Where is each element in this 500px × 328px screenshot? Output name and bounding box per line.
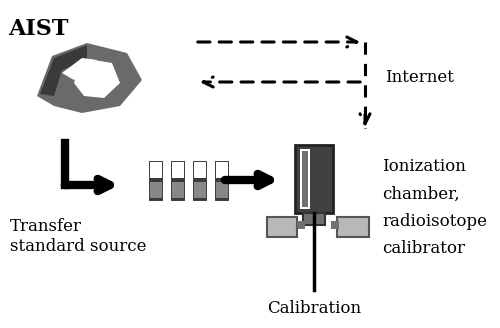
Bar — [170, 160, 186, 202]
Text: Transfer
standard source: Transfer standard source — [10, 218, 146, 255]
Bar — [216, 162, 228, 178]
Text: Ionization
chamber,
radioisotope
calibrator: Ionization chamber, radioisotope calibra… — [382, 158, 487, 257]
Bar — [172, 162, 184, 178]
Bar — [295, 145, 333, 213]
Polygon shape — [74, 58, 120, 98]
Text: Internet: Internet — [385, 70, 454, 87]
Bar — [150, 182, 162, 198]
Bar — [300, 149, 310, 209]
Bar — [148, 160, 164, 202]
Bar — [194, 162, 206, 178]
Polygon shape — [62, 58, 97, 80]
Bar — [331, 221, 339, 229]
Polygon shape — [37, 43, 142, 113]
Bar — [172, 182, 184, 198]
Bar — [303, 213, 325, 225]
Bar — [297, 221, 305, 229]
Bar — [214, 160, 230, 202]
Bar — [337, 217, 369, 237]
Bar — [267, 217, 297, 237]
Text: Calibration: Calibration — [267, 300, 361, 317]
Bar — [150, 162, 162, 178]
Polygon shape — [40, 45, 87, 96]
Bar — [194, 182, 206, 198]
Text: AIST: AIST — [8, 18, 68, 40]
Bar — [192, 160, 208, 202]
Bar — [216, 182, 228, 198]
Bar — [302, 151, 308, 207]
